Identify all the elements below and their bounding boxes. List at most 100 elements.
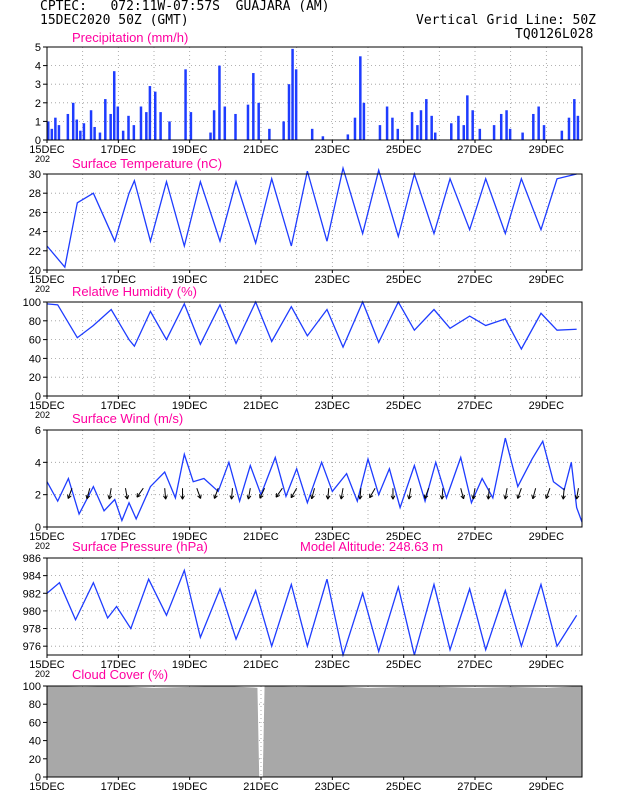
- precip-bar: [168, 121, 171, 140]
- x-tick-label: 15DEC: [29, 274, 65, 286]
- wind-arrow-shaft: [86, 488, 91, 499]
- panel-1: Precipitation (mm/h) 0 1 2 3 4 5 15DEC 17DEC 19DE…: [29, 30, 583, 164]
- y-tick-label: 6: [35, 425, 41, 437]
- x-tick-label: 21DEC: [243, 400, 279, 412]
- precip-bar: [430, 115, 433, 140]
- panel-title: Cloud Cover (%): [72, 667, 168, 682]
- precip-bar: [50, 128, 54, 140]
- wind-arrow-head: [85, 494, 88, 499]
- wind-arrow-shaft: [562, 488, 565, 500]
- wind-arrow: [423, 488, 430, 499]
- wind-arrow-head: [86, 495, 91, 500]
- panel-frame: [46, 557, 583, 656]
- wind-arrow: [561, 488, 566, 500]
- wind-arrow-head: [408, 495, 412, 500]
- wind-arrow-head: [424, 495, 429, 499]
- wind-arrow-shaft: [136, 487, 144, 498]
- precip-bar: [57, 125, 61, 140]
- wind-arrow: [196, 488, 202, 499]
- x-tick-label: 25DEC: [386, 781, 422, 793]
- wind-arrow: [439, 488, 445, 500]
- y-tick-label: 4: [35, 61, 41, 73]
- x-year-stub: 202: [35, 410, 50, 420]
- wind-arrow-head: [67, 494, 69, 499]
- wind-arrow-shaft: [545, 488, 551, 499]
- precip-bar: [532, 113, 535, 140]
- x-tick-label: 15DEC: [29, 659, 65, 671]
- wind-arrow-shaft: [532, 488, 537, 499]
- wind-arrow-head: [108, 495, 113, 500]
- series-line: [46, 437, 583, 523]
- precip-bar: [148, 86, 152, 140]
- x-tick-label: 17DEC: [101, 274, 137, 286]
- x-year-stub: 202: [35, 284, 50, 294]
- wind-arrow-head: [392, 495, 396, 500]
- y-tick-label: 1: [35, 116, 41, 128]
- precip-bar: [471, 110, 474, 140]
- wind-arrow-head: [545, 495, 550, 499]
- y-tick-label: 0: [35, 522, 41, 534]
- precip-bar: [505, 110, 508, 140]
- x-tick-label: 15DEC: [29, 531, 65, 543]
- precip-bar: [132, 125, 136, 140]
- x-tick-label: 21DEC: [243, 144, 279, 156]
- precip-bar: [234, 113, 237, 140]
- wind-arrow: [290, 487, 298, 499]
- wind-arrow-head: [163, 495, 167, 500]
- y-tick-label: 100: [23, 681, 41, 693]
- panel-4: Surface Wind (m/s) 0 2 4 6 15DEC 17DEC 19DEC 21D…: [29, 411, 583, 551]
- precip-bar: [294, 69, 298, 140]
- precip-bar: [218, 65, 221, 140]
- x-tick-label: 19DEC: [172, 531, 208, 543]
- wind-arrow-shaft: [408, 488, 412, 500]
- precip-bar: [346, 134, 350, 140]
- wind-arrow-head: [561, 495, 564, 500]
- x-tick-label: 17DEC: [101, 531, 137, 543]
- wind-arrow: [357, 488, 363, 500]
- precip-bar: [184, 69, 187, 140]
- wind-arrow-head: [486, 495, 489, 500]
- x-tick-label: 25DEC: [386, 274, 422, 286]
- precip-bar: [75, 119, 79, 140]
- wind-arrow-head: [311, 495, 315, 500]
- wind-arrow: [229, 488, 235, 500]
- x-tick-label: 17DEC: [101, 400, 137, 412]
- wind-arrow-head: [180, 495, 183, 500]
- y-tick-label: 28: [29, 188, 41, 200]
- precip-bar: [104, 99, 107, 140]
- wind-arrow: [574, 488, 580, 500]
- precip-bar: [391, 117, 394, 140]
- x-tick-label: 27DEC: [457, 400, 493, 412]
- x-tick-label: 17DEC: [101, 781, 137, 793]
- y-tick-label: 2: [35, 98, 41, 110]
- y-tick-label: 978: [23, 624, 41, 636]
- x-tick-label: 27DEC: [457, 781, 493, 793]
- wind-arrow-head: [487, 495, 491, 500]
- precip-bar: [378, 125, 382, 140]
- y-tick-label: 60: [29, 335, 41, 347]
- wind-arrow-shaft: [108, 488, 112, 500]
- x-tick-label: 29DEC: [529, 659, 565, 671]
- wind-arrow: [163, 488, 168, 500]
- wind-arrow-head: [67, 495, 72, 499]
- wind-arrow-head: [517, 495, 521, 499]
- wind-arrow: [107, 488, 113, 500]
- x-tick-label: 29DEC: [529, 274, 565, 286]
- wind-arrow-shaft: [340, 488, 344, 500]
- precip-bar: [145, 112, 148, 140]
- x-year-stub: 202: [35, 154, 50, 164]
- wind-arrow: [275, 487, 283, 498]
- wind-arrow-shaft: [487, 488, 490, 500]
- x-tick-label: 29DEC: [529, 400, 565, 412]
- precip-bar: [462, 125, 466, 140]
- precip-bar: [268, 128, 271, 140]
- x-tick-label: 15DEC: [29, 400, 65, 412]
- precip-bar: [209, 132, 212, 140]
- y-tick-label: 22: [29, 246, 41, 258]
- y-tick-label: 4: [35, 457, 41, 469]
- x-year-stub: 202: [35, 541, 50, 551]
- precip-bar: [508, 128, 512, 140]
- x-tick-label: 27DEC: [457, 531, 493, 543]
- header-station: CPTEC: 072:11W-07:57S GUAJARA (AM): [40, 0, 330, 14]
- precip-bar: [359, 56, 362, 140]
